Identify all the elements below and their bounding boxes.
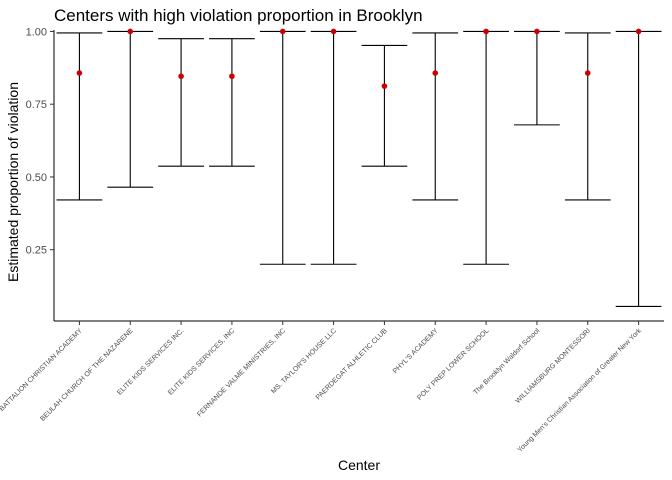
estimate-point [584, 70, 591, 76]
x-tick-label: PHYL'S ACADEMY [392, 327, 440, 375]
x-tick-label: BEULAH CHURCH OF THE NAZARENE [39, 327, 135, 423]
x-tick-label: FERNANDE VALME MINISTRIES, INC [196, 327, 287, 418]
estimate-point [483, 28, 489, 35]
estimate-point [381, 83, 388, 89]
x-tick-label: Young Men's Christian Association of Gre… [516, 327, 643, 454]
estimate-point [432, 70, 439, 76]
estimate-point [330, 28, 337, 35]
y-tick-label: 0.25 [26, 245, 47, 257]
plot-area: 0.25 0.50 0.75 1.00 BATTALION CHRISTIAN ACAD… [0, 26, 664, 454]
estimate-point [635, 28, 642, 35]
x-axis-title: Center [338, 457, 380, 473]
estimate-point [76, 70, 83, 76]
y-tick-label: 1.00 [26, 26, 47, 38]
chart-title: Centers with high violation proportion i… [54, 6, 423, 25]
y-tick-label: 0.75 [26, 99, 47, 111]
x-tick-label: BATTALION CHRISTIAN ACADEMY [0, 327, 84, 413]
estimate-point [229, 73, 235, 80]
estimate-point [127, 28, 134, 35]
estimate-point [178, 73, 184, 80]
y-tick-label: 0.50 [26, 172, 47, 184]
estimate-point [534, 28, 540, 35]
y-axis-title: Estimated proportion of violation [5, 82, 21, 282]
estimate-point [279, 28, 286, 35]
